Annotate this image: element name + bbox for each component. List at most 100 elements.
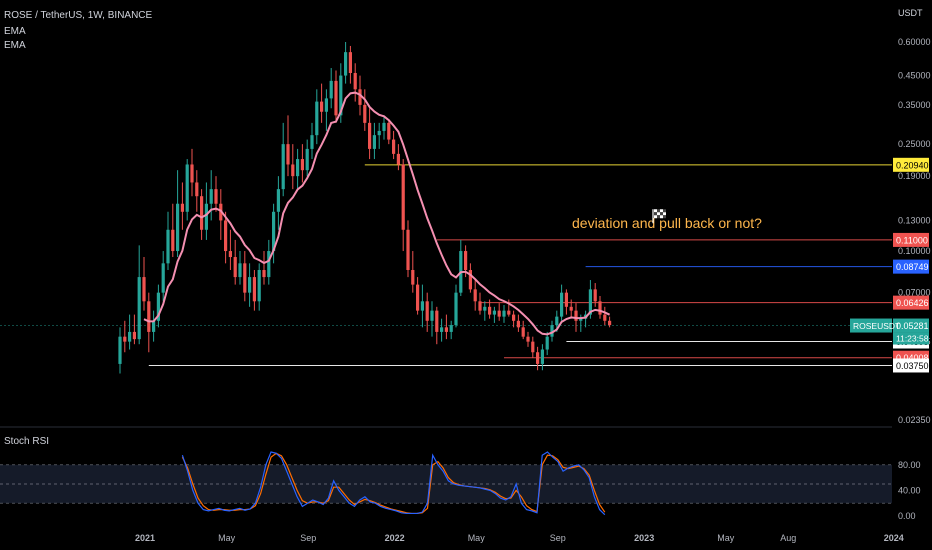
candle-body xyxy=(502,310,506,317)
price-level-label: 0.05281 xyxy=(893,318,929,333)
candle xyxy=(147,292,151,353)
candle-body xyxy=(392,139,396,154)
time-tick-label: May xyxy=(218,533,236,543)
candle xyxy=(252,270,256,311)
candle xyxy=(248,263,252,307)
candle-body xyxy=(550,325,554,337)
candle xyxy=(598,296,602,319)
price-level-badge xyxy=(893,259,929,274)
flag-square xyxy=(663,209,666,213)
candle xyxy=(459,239,463,297)
ema-legend-1: EMA xyxy=(4,26,26,37)
candle xyxy=(550,320,554,342)
price-tick-label: 0.07000 xyxy=(898,288,931,298)
candle xyxy=(329,68,333,109)
candle-body xyxy=(233,257,237,278)
candle xyxy=(180,182,184,230)
countdown-badge xyxy=(893,332,929,345)
flag-square xyxy=(657,209,660,213)
candle-body xyxy=(464,251,468,271)
candle xyxy=(468,263,472,293)
candle-body xyxy=(483,306,487,311)
candle-body xyxy=(291,164,295,177)
candle-body xyxy=(435,310,439,332)
candle xyxy=(603,306,607,326)
candle xyxy=(348,45,352,84)
candle xyxy=(257,263,261,311)
candle-body xyxy=(171,229,175,252)
price-level-value: 0.06426 xyxy=(896,298,929,308)
candle xyxy=(214,176,218,212)
candle-body xyxy=(204,203,208,230)
candle xyxy=(156,284,160,328)
candle xyxy=(315,89,319,145)
candle-body xyxy=(348,52,352,73)
candle-body xyxy=(286,144,290,165)
candle-body xyxy=(588,289,592,315)
candle xyxy=(593,283,597,307)
candle-body xyxy=(142,277,146,302)
candle xyxy=(171,203,175,258)
candle xyxy=(238,251,242,285)
candle xyxy=(401,159,405,252)
candle-body xyxy=(579,318,583,321)
candle-body xyxy=(176,203,180,252)
stoch-d-line xyxy=(181,452,606,515)
flag-square xyxy=(660,212,663,216)
time-tick-label: 2023 xyxy=(634,533,654,543)
candle xyxy=(353,63,357,102)
candle xyxy=(435,306,439,345)
candle-body xyxy=(454,292,458,326)
ema-line xyxy=(143,91,611,336)
candle-body xyxy=(526,336,530,342)
symbol-legend: ROSE / TetherUS, 1W, BINANCE xyxy=(4,10,153,21)
candle xyxy=(372,122,376,160)
candle xyxy=(123,320,127,353)
candle xyxy=(560,284,564,321)
candle xyxy=(118,327,122,374)
candle-body xyxy=(560,292,564,317)
candle-body xyxy=(430,310,434,321)
candle xyxy=(276,176,280,230)
stoch-k-line xyxy=(181,451,606,516)
candle-body xyxy=(444,327,448,332)
candle-body xyxy=(209,189,213,204)
candle-body xyxy=(224,220,228,252)
candle-body xyxy=(152,320,156,332)
flag-square xyxy=(657,212,660,216)
candle-body xyxy=(488,306,492,315)
candle xyxy=(185,159,189,221)
candle-body xyxy=(401,164,405,230)
flag-square xyxy=(663,212,666,216)
candle xyxy=(281,122,285,197)
candle-body xyxy=(372,135,376,149)
candle-body xyxy=(574,310,578,321)
price-level-value: 0.03750 xyxy=(896,361,929,371)
candle-body xyxy=(324,98,328,112)
candle xyxy=(320,83,324,123)
stoch-tick-label: 0.00 xyxy=(898,511,916,521)
candle xyxy=(209,170,213,221)
candle xyxy=(425,292,429,332)
candle xyxy=(262,251,266,285)
candle-body xyxy=(132,331,136,340)
candle xyxy=(492,306,496,323)
candle-body xyxy=(387,122,391,140)
price-tick-label: 0.35000 xyxy=(898,100,931,110)
candle xyxy=(128,314,132,350)
price-level-value: 0.04008 xyxy=(896,353,929,363)
candle xyxy=(382,115,386,140)
price-tick-label: 0.25000 xyxy=(898,139,931,149)
candle-body xyxy=(200,196,204,230)
price-level-value: 0.05281 xyxy=(896,321,929,331)
candle-body xyxy=(382,122,386,131)
candle xyxy=(305,139,309,177)
candle xyxy=(310,122,314,160)
candle xyxy=(161,251,165,302)
flag-square xyxy=(663,215,666,219)
candle-body xyxy=(195,182,199,197)
candle-body xyxy=(608,320,612,326)
price-level-value: 0.20940 xyxy=(896,160,929,170)
